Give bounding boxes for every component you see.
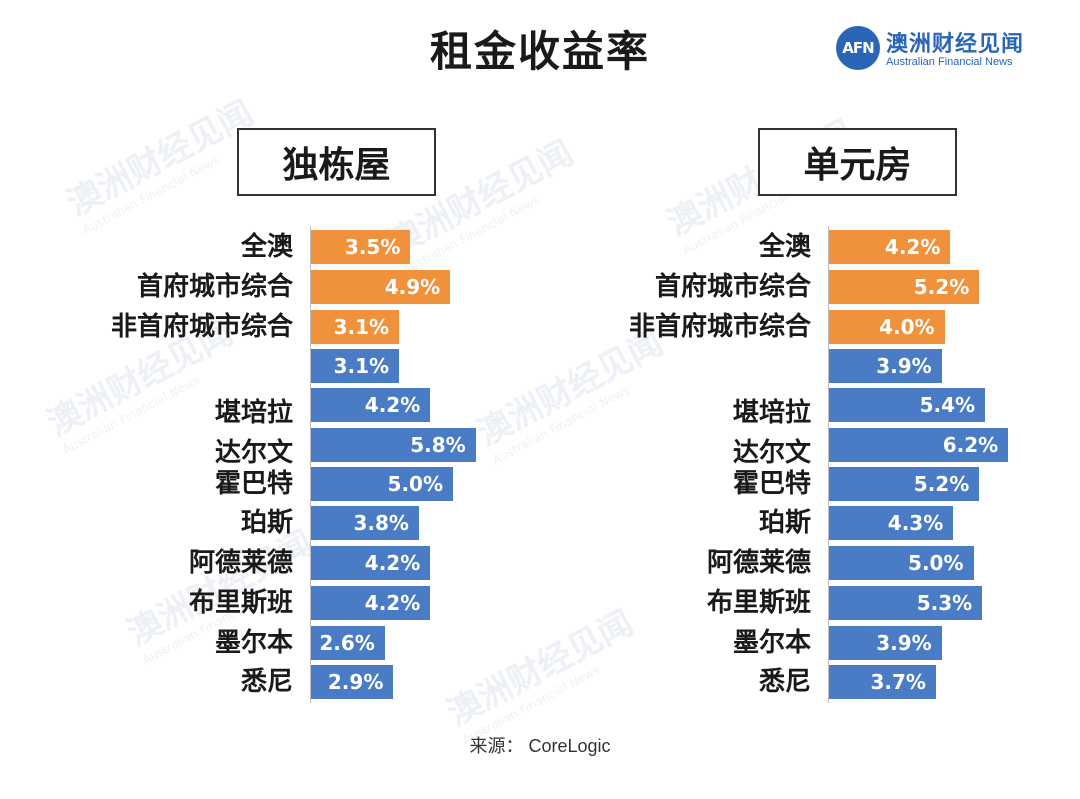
data-label: 2.9% — [327, 670, 384, 694]
category-label: 堪培拉 — [732, 398, 811, 428]
category-label: 阿德莱德 — [188, 548, 293, 578]
category-label: 非首府城市综合 — [110, 312, 293, 342]
bar-units — [829, 270, 980, 304]
bar-houses — [311, 310, 400, 344]
data-label: 3.9% — [876, 631, 932, 655]
bar-units — [829, 428, 1009, 462]
category-label: 墨尔本 — [214, 628, 293, 658]
axis-baseline — [310, 226, 311, 703]
bar-houses — [311, 506, 419, 540]
bar-units — [829, 310, 945, 344]
bar-units — [829, 586, 983, 620]
data-label: 4.9% — [384, 275, 441, 299]
bar-houses — [311, 546, 431, 580]
data-label: 5.0% — [387, 472, 443, 496]
category-label: 珀斯 — [240, 508, 293, 538]
data-label: 5.3% — [916, 591, 973, 615]
bar-houses — [311, 626, 385, 660]
panel-title-units: 单元房 — [758, 128, 957, 196]
bar-units — [829, 467, 980, 501]
logo-name-en: Australian Financial News — [886, 56, 1013, 68]
panel-title-houses: 独栋屋 — [237, 128, 436, 196]
logo-badge-icon: AFN — [836, 26, 880, 70]
data-label: 4.2% — [884, 235, 941, 259]
bar-houses — [311, 467, 453, 501]
bar-houses — [311, 349, 400, 383]
category-label: 首府城市综合 — [654, 272, 811, 302]
logo-name-cn: 澳洲财经见闻 — [886, 32, 1025, 57]
bar-houses — [311, 428, 476, 462]
bar-houses — [311, 270, 451, 304]
data-label: 4.3% — [887, 511, 944, 535]
bar-units — [829, 506, 954, 540]
axis-baseline — [828, 226, 829, 703]
data-label: 4.2% — [364, 591, 421, 615]
bar-units — [829, 665, 936, 699]
data-label: 4.2% — [364, 551, 421, 575]
category-label: 阿德莱德 — [706, 548, 811, 578]
brand-logo: AFN 澳洲财经见闻 Australian Financial News — [836, 26, 1046, 74]
data-label: 5.8% — [410, 433, 466, 457]
data-label: 3.1% — [333, 315, 390, 339]
category-label: 悉尼 — [758, 667, 811, 697]
category-label: 全澳 — [758, 232, 811, 262]
category-label: 堪培拉 — [214, 398, 293, 428]
bar-houses — [311, 665, 394, 699]
category-label: 珀斯 — [758, 508, 811, 538]
data-label: 6.2% — [942, 433, 999, 457]
bar-units — [829, 546, 974, 580]
category-label: 布里斯班 — [188, 588, 293, 618]
data-label: 3.5% — [344, 235, 401, 259]
category-label: 非首府城市综合 — [628, 312, 811, 342]
data-label: 3.1% — [333, 354, 390, 378]
category-label: 达尔文 — [214, 438, 293, 468]
data-label: 3.9% — [876, 354, 932, 378]
data-label: 5.2% — [913, 275, 970, 299]
category-label: 布里斯班 — [706, 588, 811, 618]
bar-units — [829, 230, 951, 264]
bar-units — [829, 626, 942, 660]
bar-houses — [311, 388, 431, 422]
data-label: 5.0% — [908, 551, 964, 575]
bar-units — [829, 388, 986, 422]
data-label: 5.2% — [913, 472, 970, 496]
data-label: 4.2% — [364, 393, 421, 417]
category-label: 墨尔本 — [732, 628, 811, 658]
bar-units — [829, 349, 942, 383]
bar-houses — [311, 586, 431, 620]
data-label: 3.7% — [870, 670, 926, 694]
category-label: 霍巴特 — [214, 469, 293, 499]
data-label: 2.6% — [319, 631, 375, 655]
category-label: 全澳 — [240, 232, 293, 262]
data-label: 4.0% — [879, 315, 935, 339]
chart-main-title: 租金收益率 — [429, 27, 650, 76]
category-label: 悉尼 — [240, 667, 293, 697]
data-label: 5.4% — [919, 393, 976, 417]
bar-houses — [311, 230, 411, 264]
category-label: 首府城市综合 — [136, 272, 293, 302]
category-label: 达尔文 — [732, 438, 811, 468]
category-label: 霍巴特 — [732, 469, 811, 499]
source-note: 来源： CoreLogic — [469, 736, 611, 756]
data-label: 3.8% — [353, 511, 409, 535]
